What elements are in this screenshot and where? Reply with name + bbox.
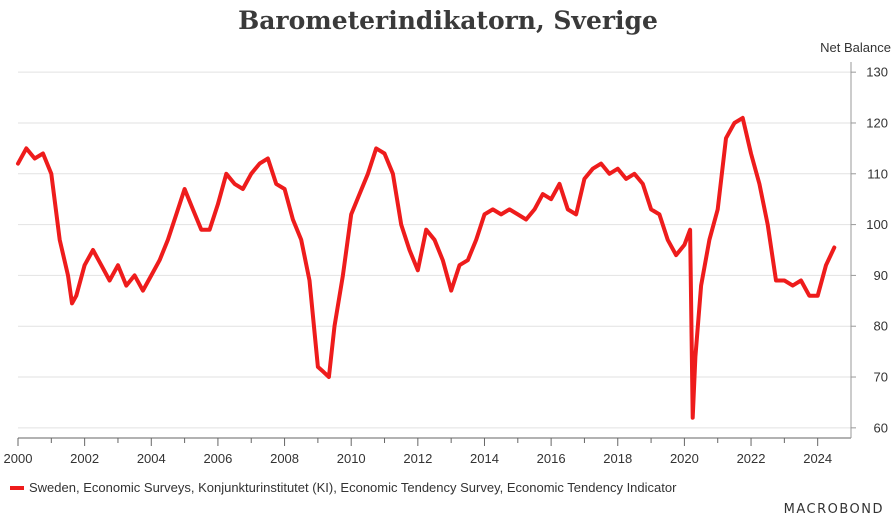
x-tick-label: 2024 — [803, 451, 832, 466]
y-tick-label: 110 — [867, 166, 888, 181]
x-tick-label: 2008 — [270, 451, 299, 466]
x-tick-label: 2020 — [670, 451, 699, 466]
x-tick-label: 2010 — [337, 451, 366, 466]
y-tick-label: 80 — [874, 319, 888, 334]
x-tick-label: 2000 — [4, 451, 33, 466]
legend: Sweden, Economic Surveys, Konjunkturinst… — [10, 480, 676, 495]
x-tick-label: 2002 — [70, 451, 99, 466]
y-tick-label: 120 — [866, 115, 888, 130]
x-tick-label: 2012 — [403, 451, 432, 466]
y-ticks: 60 70 80 90 100 110 120 130 — [851, 65, 888, 435]
legend-swatch — [10, 485, 24, 490]
chart-title: Barometerindikatorn, Sverige — [238, 6, 658, 35]
y-tick-label: 100 — [866, 217, 888, 232]
x-tick-label: 2004 — [137, 451, 166, 466]
x-tick-label: 2016 — [537, 451, 566, 466]
macrobond-logo: MACROBOND — [783, 502, 884, 517]
series-line-economic-tendency-indicator — [16, 115, 837, 420]
x-tick-label: 2006 — [203, 451, 232, 466]
y-axis-label: Net Balance — [820, 40, 891, 55]
x-tick-label: 2022 — [737, 451, 766, 466]
x-ticks: 2000 2002 2004 2006 2008 2010 2012 2014 2016 2018… — [4, 438, 832, 466]
x-tick-label: 2018 — [603, 451, 632, 466]
legend-label: Sweden, Economic Surveys, Konjunkturinst… — [29, 480, 677, 495]
y-tick-label: 60 — [874, 420, 888, 435]
y-tick-label: 70 — [874, 370, 888, 385]
y-grid — [18, 71, 851, 429]
y-tick-label: 90 — [874, 268, 888, 283]
y-tick-label: 130 — [866, 65, 888, 80]
x-tick-label: 2014 — [470, 451, 499, 466]
